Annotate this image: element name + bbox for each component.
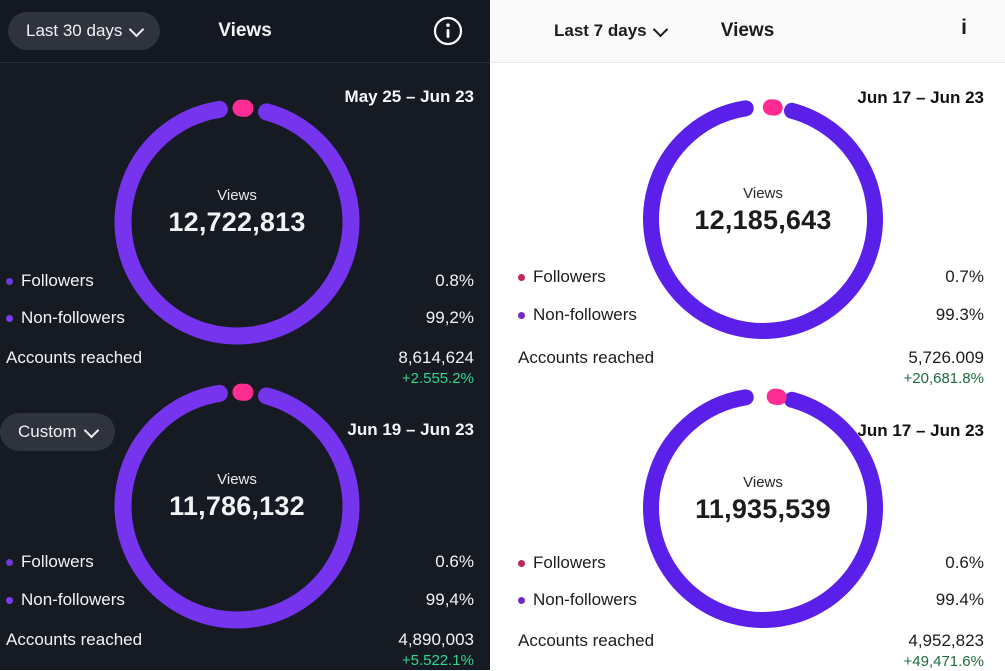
accounts-reached-change: +49,471.6% bbox=[903, 653, 985, 670]
insights-panel-dark: Last 30 days Views May 25 – Jun 23 Views… bbox=[0, 0, 490, 670]
donut-center-label: Views bbox=[743, 474, 783, 491]
followers-value: 0.7% bbox=[945, 267, 984, 286]
date-range: Jun 19 – Jun 23 bbox=[347, 420, 474, 439]
views-section-2: Jun 17 – Jun 23 Views 11,935,539 Followe… bbox=[490, 388, 1005, 671]
followers-arc bbox=[643, 388, 883, 628]
followers-bullet-icon bbox=[6, 558, 13, 566]
date-range: Jun 17 – Jun 23 bbox=[857, 88, 984, 107]
donut-center-value: 11,935,539 bbox=[695, 494, 831, 524]
followers-row: Followers 0.6% bbox=[490, 553, 1005, 573]
nonfollowers-arc bbox=[643, 388, 883, 628]
nonfollowers-value: 99,4% bbox=[425, 590, 474, 609]
page-title: Views bbox=[720, 20, 775, 41]
followers-arc bbox=[114, 99, 360, 345]
followers-value: 0.8% bbox=[435, 271, 474, 290]
page-title: Views bbox=[218, 20, 272, 41]
donut-center-value: 12,722,813 bbox=[168, 207, 306, 237]
nonfollowers-value: 99,2% bbox=[425, 308, 474, 327]
date-filter-button[interactable]: Last 7 days bbox=[548, 0, 672, 62]
accounts-reached-change: +5.522.1% bbox=[401, 652, 474, 669]
accounts-reached-change: +20,681.8% bbox=[903, 370, 985, 387]
followers-bullet-icon bbox=[518, 273, 525, 281]
accounts-reached-row: Accounts reached 5,726.009 +20,681.8% bbox=[490, 348, 1005, 387]
views-donut-chart: Views 12,722,813 bbox=[114, 99, 360, 345]
accounts-reached-label: Accounts reached bbox=[518, 631, 655, 650]
nonfollowers-bullet-icon bbox=[6, 314, 13, 322]
donut-center-label: Views bbox=[217, 187, 257, 204]
donut-center-label: Views bbox=[217, 471, 257, 488]
nonfollowers-arc bbox=[114, 99, 360, 345]
accounts-reached-row: Accounts reached 4,952,823 +49,471.6% bbox=[490, 631, 1005, 670]
accounts-reached-label: Accounts reached bbox=[6, 630, 143, 649]
accounts-reached-row: Accounts reached 8,614,624 +2.555.2% bbox=[0, 348, 490, 387]
followers-value: 0.6% bbox=[945, 553, 984, 572]
views-section-1: Jun 17 – Jun 23 Views 12,185,643 Followe… bbox=[490, 63, 1005, 396]
followers-label: Followers bbox=[21, 552, 94, 571]
nonfollowers-bullet-icon bbox=[518, 596, 525, 604]
date-filter-button[interactable]: Last 30 days bbox=[8, 12, 161, 50]
followers-bullet-icon bbox=[6, 277, 13, 285]
donut-center-value: 12,185,643 bbox=[694, 205, 832, 235]
nonfollowers-bullet-icon bbox=[518, 311, 525, 319]
donut-center-label: Views bbox=[743, 185, 783, 202]
views-donut-chart: Views 11,935,539 bbox=[643, 388, 883, 628]
nonfollowers-label: Non-followers bbox=[21, 308, 125, 327]
followers-arc bbox=[114, 383, 360, 629]
custom-filter-button[interactable]: Custom bbox=[0, 413, 115, 451]
accounts-reached-row: Accounts reached 4,890,003 +5.522.1% bbox=[0, 630, 490, 669]
nonfollowers-row: Non-followers 99.3% bbox=[490, 305, 1005, 325]
date-filter-label: Last 7 days bbox=[554, 21, 647, 40]
nonfollowers-value: 99.3% bbox=[935, 305, 984, 324]
accounts-reached-value: 4,890,003 bbox=[398, 630, 474, 649]
nonfollowers-bullet-icon bbox=[6, 596, 13, 604]
followers-row: Followers 0.7% bbox=[490, 267, 1005, 287]
accounts-reached-label: Accounts reached bbox=[518, 348, 655, 367]
followers-row: Followers 0.6% bbox=[0, 552, 490, 572]
custom-filter-label: Custom bbox=[18, 422, 77, 441]
nonfollowers-arc bbox=[643, 99, 883, 339]
nonfollowers-row: Non-followers 99,4% bbox=[0, 590, 490, 610]
nonfollowers-row: Non-followers 99,2% bbox=[0, 308, 490, 328]
followers-label: Followers bbox=[21, 271, 94, 290]
date-range: May 25 – Jun 23 bbox=[344, 87, 474, 106]
accounts-reached-change: +2.555.2% bbox=[401, 370, 474, 387]
views-donut-chart: Views 11,786,132 bbox=[114, 383, 360, 629]
followers-value: 0.6% bbox=[435, 552, 474, 571]
chevron-down-icon bbox=[83, 422, 99, 438]
nonfollowers-arc bbox=[114, 383, 360, 629]
views-section-2: Custom Jun 19 – Jun 23 Views 11,786,132 … bbox=[0, 383, 490, 671]
donut-center-value: 11,786,132 bbox=[169, 491, 305, 521]
insights-panel-light: Last 7 days Views i Jun 17 – Jun 23 View… bbox=[490, 0, 1005, 670]
header-light: Last 7 days Views i bbox=[490, 0, 1005, 63]
nonfollowers-value: 99.4% bbox=[935, 590, 984, 609]
accounts-reached-value: 5,726.009 bbox=[908, 348, 984, 367]
accounts-reached-label: Accounts reached bbox=[6, 348, 143, 367]
followers-arc bbox=[643, 99, 883, 339]
views-donut-chart: Views 12,185,643 bbox=[643, 99, 883, 339]
accounts-reached-value: 4,952,823 bbox=[908, 631, 984, 650]
followers-bullet-icon bbox=[518, 559, 525, 567]
nonfollowers-label: Non-followers bbox=[533, 590, 637, 609]
views-section-1: May 25 – Jun 23 Views 12,722,813 Followe… bbox=[0, 63, 490, 396]
date-range: Jun 17 – Jun 23 bbox=[857, 421, 984, 440]
date-filter-label: Last 30 days bbox=[26, 21, 123, 40]
accounts-reached-value: 8,614,624 bbox=[398, 348, 474, 367]
info-circle-icon[interactable] bbox=[432, 15, 464, 47]
nonfollowers-row: Non-followers 99.4% bbox=[490, 590, 1005, 610]
followers-label: Followers bbox=[533, 553, 606, 572]
header-dark: Last 30 days Views bbox=[0, 0, 490, 63]
nonfollowers-label: Non-followers bbox=[21, 590, 125, 609]
followers-row: Followers 0.8% bbox=[0, 271, 490, 291]
followers-label: Followers bbox=[533, 267, 606, 286]
info-icon[interactable]: i bbox=[961, 16, 967, 39]
nonfollowers-label: Non-followers bbox=[533, 305, 637, 324]
